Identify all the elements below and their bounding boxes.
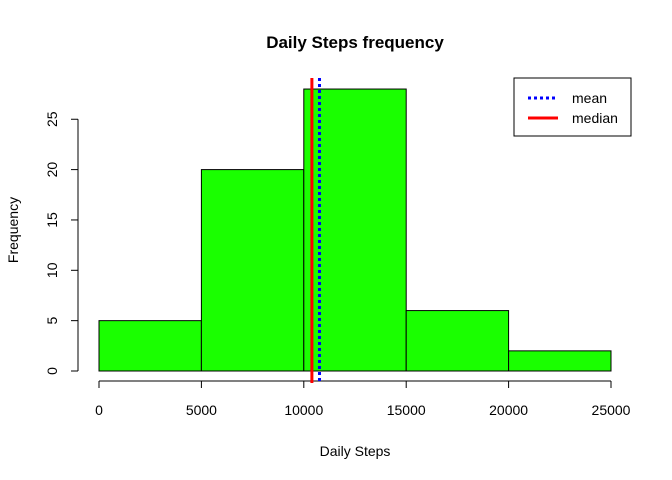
x-tick-label-5: 25000 — [592, 402, 631, 418]
histogram-bar-1 — [200, 169, 305, 372]
y-tick-label-1: 5 — [44, 317, 60, 325]
x-tick-label-3: 15000 — [387, 402, 426, 418]
y-axis-label: Frequency — [5, 197, 21, 263]
x-tick-label-2: 10000 — [284, 402, 323, 418]
histogram-bar-3 — [405, 310, 510, 372]
legend-median-label: median — [572, 110, 618, 126]
chart-title: Daily Steps frequency — [266, 33, 444, 52]
bars-group — [98, 88, 612, 372]
y-tick-label-3: 15 — [44, 212, 60, 228]
y-tick-label-0: 0 — [44, 367, 60, 375]
x-axis: 0 5000 10000 15000 20000 25000 — [95, 380, 631, 418]
y-tick-label-2: 10 — [44, 262, 60, 278]
y-tick-label-5: 25 — [44, 111, 60, 127]
legend-mean-label: mean — [572, 90, 607, 106]
legend: mean median — [513, 77, 632, 137]
x-tick-label-4: 20000 — [489, 402, 528, 418]
reference-lines — [310, 78, 321, 383]
histogram-bar-4 — [508, 350, 612, 372]
x-axis-label: Daily Steps — [320, 443, 391, 459]
legend-box — [513, 77, 632, 137]
histogram-bar-0 — [98, 320, 202, 372]
y-tick-label-4: 20 — [44, 162, 60, 178]
y-axis: 0 5 10 15 20 25 — [44, 111, 79, 375]
x-tick-label-0: 0 — [95, 402, 103, 418]
x-tick-label-1: 5000 — [186, 402, 217, 418]
